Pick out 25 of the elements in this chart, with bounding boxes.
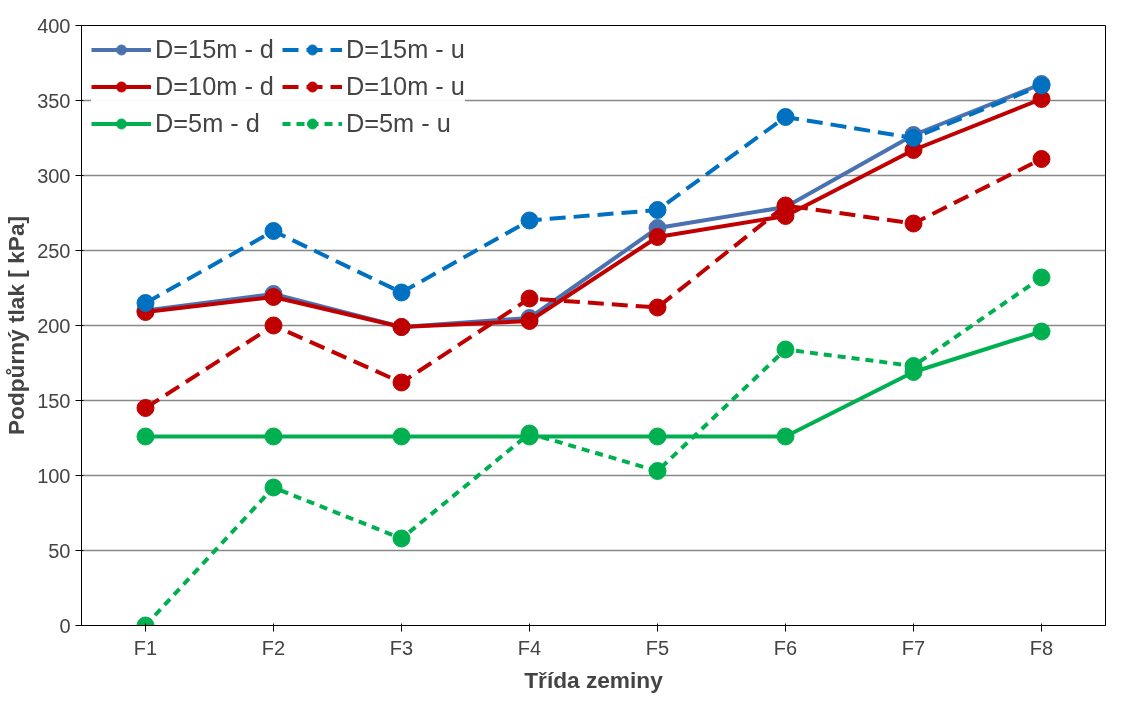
legend-label: D=15m - u <box>345 35 465 64</box>
x-tick-label: F2 <box>261 636 286 659</box>
y-tick-label: 0 <box>59 614 71 637</box>
x-tick-label: F3 <box>389 636 414 659</box>
x-tick-label: F7 <box>901 636 926 659</box>
x-tick-label: F4 <box>517 636 542 659</box>
legend-label: D=15m - d <box>155 35 274 64</box>
y-tick-label: 50 <box>48 539 71 562</box>
y-axis-title: Podpůrný tlak [ kPa] <box>3 215 30 436</box>
x-tick-label: F1 <box>133 636 158 659</box>
x-tick-label: F8 <box>1029 636 1054 659</box>
y-tick-label: 350 <box>37 89 71 112</box>
x-axis-title: Třída zeminy <box>524 666 664 693</box>
legend-label: D=10m - d <box>155 72 274 101</box>
y-tick-label: 250 <box>37 239 71 262</box>
y-tick-label: 150 <box>37 389 71 412</box>
x-tick-label: F5 <box>645 636 670 659</box>
x-tick-label: F6 <box>773 636 798 659</box>
y-tick-label: 100 <box>37 464 71 487</box>
legend-label: D=5m - d <box>155 109 260 138</box>
y-tick-label: 400 <box>37 14 71 37</box>
legend-label: D=10m - u <box>345 72 465 101</box>
y-tick-label: 300 <box>37 164 71 187</box>
y-tick-label: 200 <box>37 314 71 337</box>
legend-label: D=5m - u <box>345 109 451 138</box>
